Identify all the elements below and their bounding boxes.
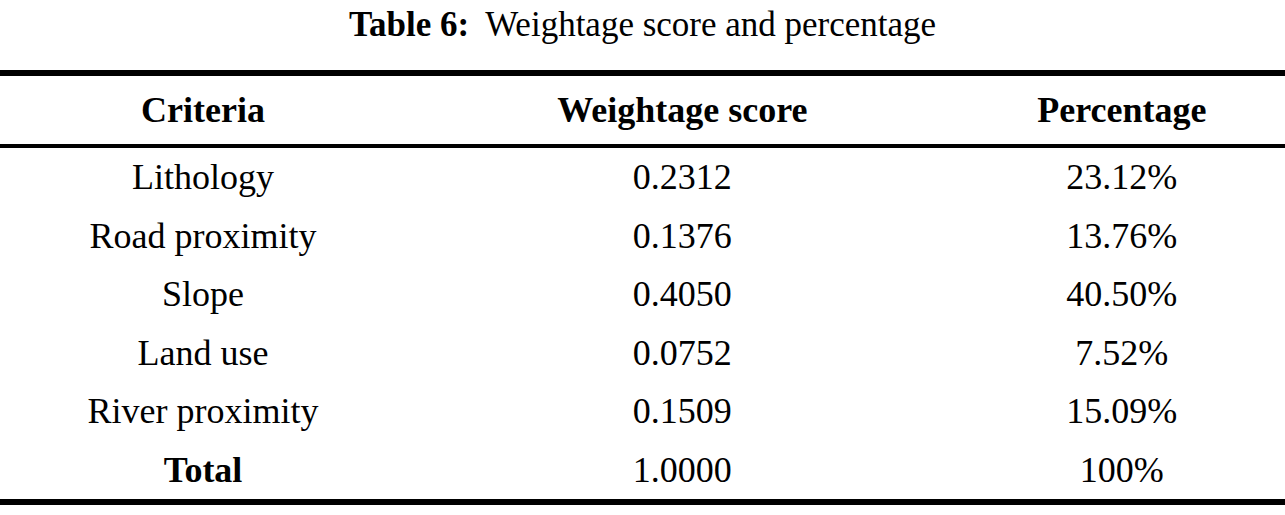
cell-percentage: 100% <box>959 452 1285 488</box>
cell-criteria: Slope <box>0 276 406 312</box>
column-header-criteria: Criteria <box>0 92 406 128</box>
cell-score: 0.2312 <box>406 159 959 195</box>
table-caption-text: Weightage score and percentage <box>485 5 936 44</box>
cell-percentage: 15.09% <box>959 393 1285 429</box>
table-row: Lithology 0.2312 23.12% <box>0 148 1285 207</box>
cell-percentage: 13.76% <box>959 218 1285 254</box>
cell-percentage: 7.52% <box>959 335 1285 371</box>
cell-criteria: Lithology <box>0 159 406 195</box>
table-caption-number: Table 6: <box>349 5 469 44</box>
cell-score: 0.0752 <box>406 335 959 371</box>
cell-criteria: Total <box>0 452 406 488</box>
cell-criteria: Land use <box>0 335 406 371</box>
table-row: Road proximity 0.1376 13.76% <box>0 207 1285 266</box>
cell-criteria: Road proximity <box>0 218 406 254</box>
table-row-total: Total 1.0000 100% <box>0 441 1285 500</box>
cell-score: 0.1509 <box>406 393 959 429</box>
table-bottom-rule <box>0 499 1285 505</box>
cell-score: 1.0000 <box>406 452 959 488</box>
cell-criteria: River proximity <box>0 393 406 429</box>
cell-score: 0.1376 <box>406 218 959 254</box>
table-row: River proximity 0.1509 15.09% <box>0 382 1285 441</box>
cell-percentage: 23.12% <box>959 159 1285 195</box>
table-header-row: Criteria Weightage score Percentage <box>0 76 1285 144</box>
cell-percentage: 40.50% <box>959 276 1285 312</box>
table-row: Slope 0.4050 40.50% <box>0 265 1285 324</box>
column-header-percentage: Percentage <box>959 92 1285 128</box>
cell-score: 0.4050 <box>406 276 959 312</box>
table-caption: Table 6: Weightage score and percentage <box>0 2 1285 48</box>
table-row: Land use 0.0752 7.52% <box>0 324 1285 383</box>
column-header-score: Weightage score <box>406 92 959 128</box>
weightage-table: Criteria Weightage score Percentage Lith… <box>0 70 1285 505</box>
